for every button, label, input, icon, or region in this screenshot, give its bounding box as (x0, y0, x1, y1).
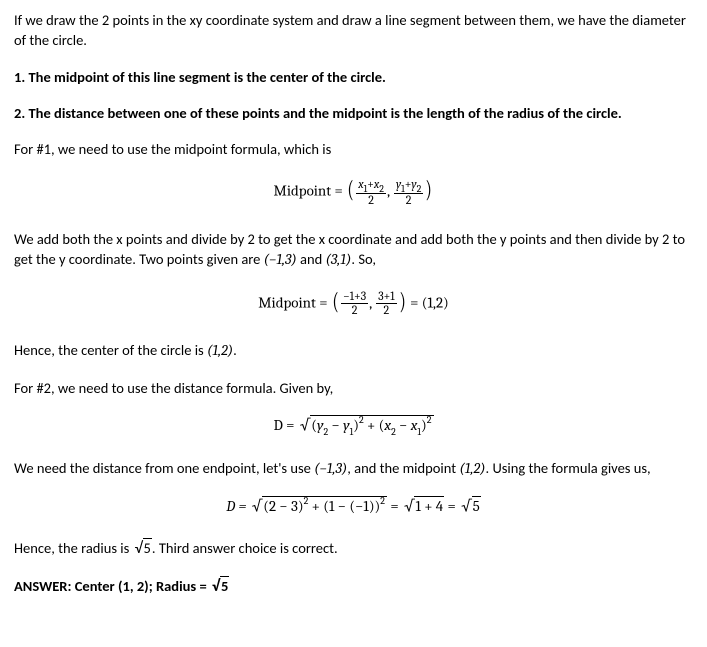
text: Hence, the center of the circle is (14, 341, 207, 359)
equation-distance-calc: D = (2 − 3)2 + (1 − (−1))2 = 1 + 4 = 5 (14, 495, 693, 517)
paragraph-center-result: Hence, the center of the circle is (1,2)… (14, 340, 693, 361)
equation-midpoint-calc: Midpoint = (−1+32, 3+12) = (1,2) (14, 287, 693, 321)
answer-radius: 5 (210, 576, 229, 598)
eq-label: D = (226, 497, 250, 515)
paragraph-radius-result: Hence, the radius is 5. Third answer cho… (14, 538, 693, 560)
answer-sep: ; Radius = (149, 577, 210, 595)
eq-label: Midpoint = (258, 293, 331, 311)
paragraph-intro: If we draw the 2 points in the xy coordi… (14, 10, 693, 51)
equation-midpoint-formula: Midpoint = (x1+x22, y1+y22) (14, 175, 693, 209)
paragraph-midpoint-intro: For #1, we need to use the midpoint form… (14, 139, 693, 159)
text: , and the midpoint (347, 459, 459, 477)
point-1: 1. The midpoint of this line segment is … (14, 67, 693, 87)
equals: = (444, 497, 459, 515)
text: We need the distance from one endpoint, … (14, 459, 314, 477)
final-answer: ANSWER: Center (1, 2); Radius = 5 (14, 576, 693, 598)
eq-label: D = (273, 416, 297, 434)
paragraph-distance-explain: We need the distance from one endpoint, … (14, 458, 693, 479)
radius-value: 5 (133, 538, 152, 560)
midpoint-val: (1,2) (459, 460, 485, 477)
text: . Using the formula gives us, (486, 459, 651, 477)
equation-distance-formula: D = (y2 − y1)2 + (x2 − x1)2 (14, 414, 693, 438)
center-point: (1,2) (207, 342, 233, 359)
answer-center: (1, 2) (118, 577, 149, 595)
text: . So, (351, 250, 376, 268)
eq-label: Midpoint = (274, 182, 347, 200)
point-b: (3,1) (326, 251, 352, 268)
paragraph-distance-intro: For #2, we need to use the distance form… (14, 378, 693, 398)
point-a: (−1,3) (264, 251, 297, 268)
endpoint: (−1,3) (314, 460, 347, 477)
answer-label: ANSWER: Center (14, 577, 118, 595)
text: and (297, 250, 326, 268)
text: . (233, 341, 237, 359)
result: = (1,2) (407, 293, 449, 311)
text: Hence, the radius is (14, 539, 133, 557)
equals: = (387, 497, 402, 515)
point-2: 2. The distance between one of these poi… (14, 103, 693, 123)
text: . Third answer choice is correct. (152, 539, 338, 557)
paragraph-midpoint-explain: We add both the x points and divide by 2… (14, 229, 693, 271)
